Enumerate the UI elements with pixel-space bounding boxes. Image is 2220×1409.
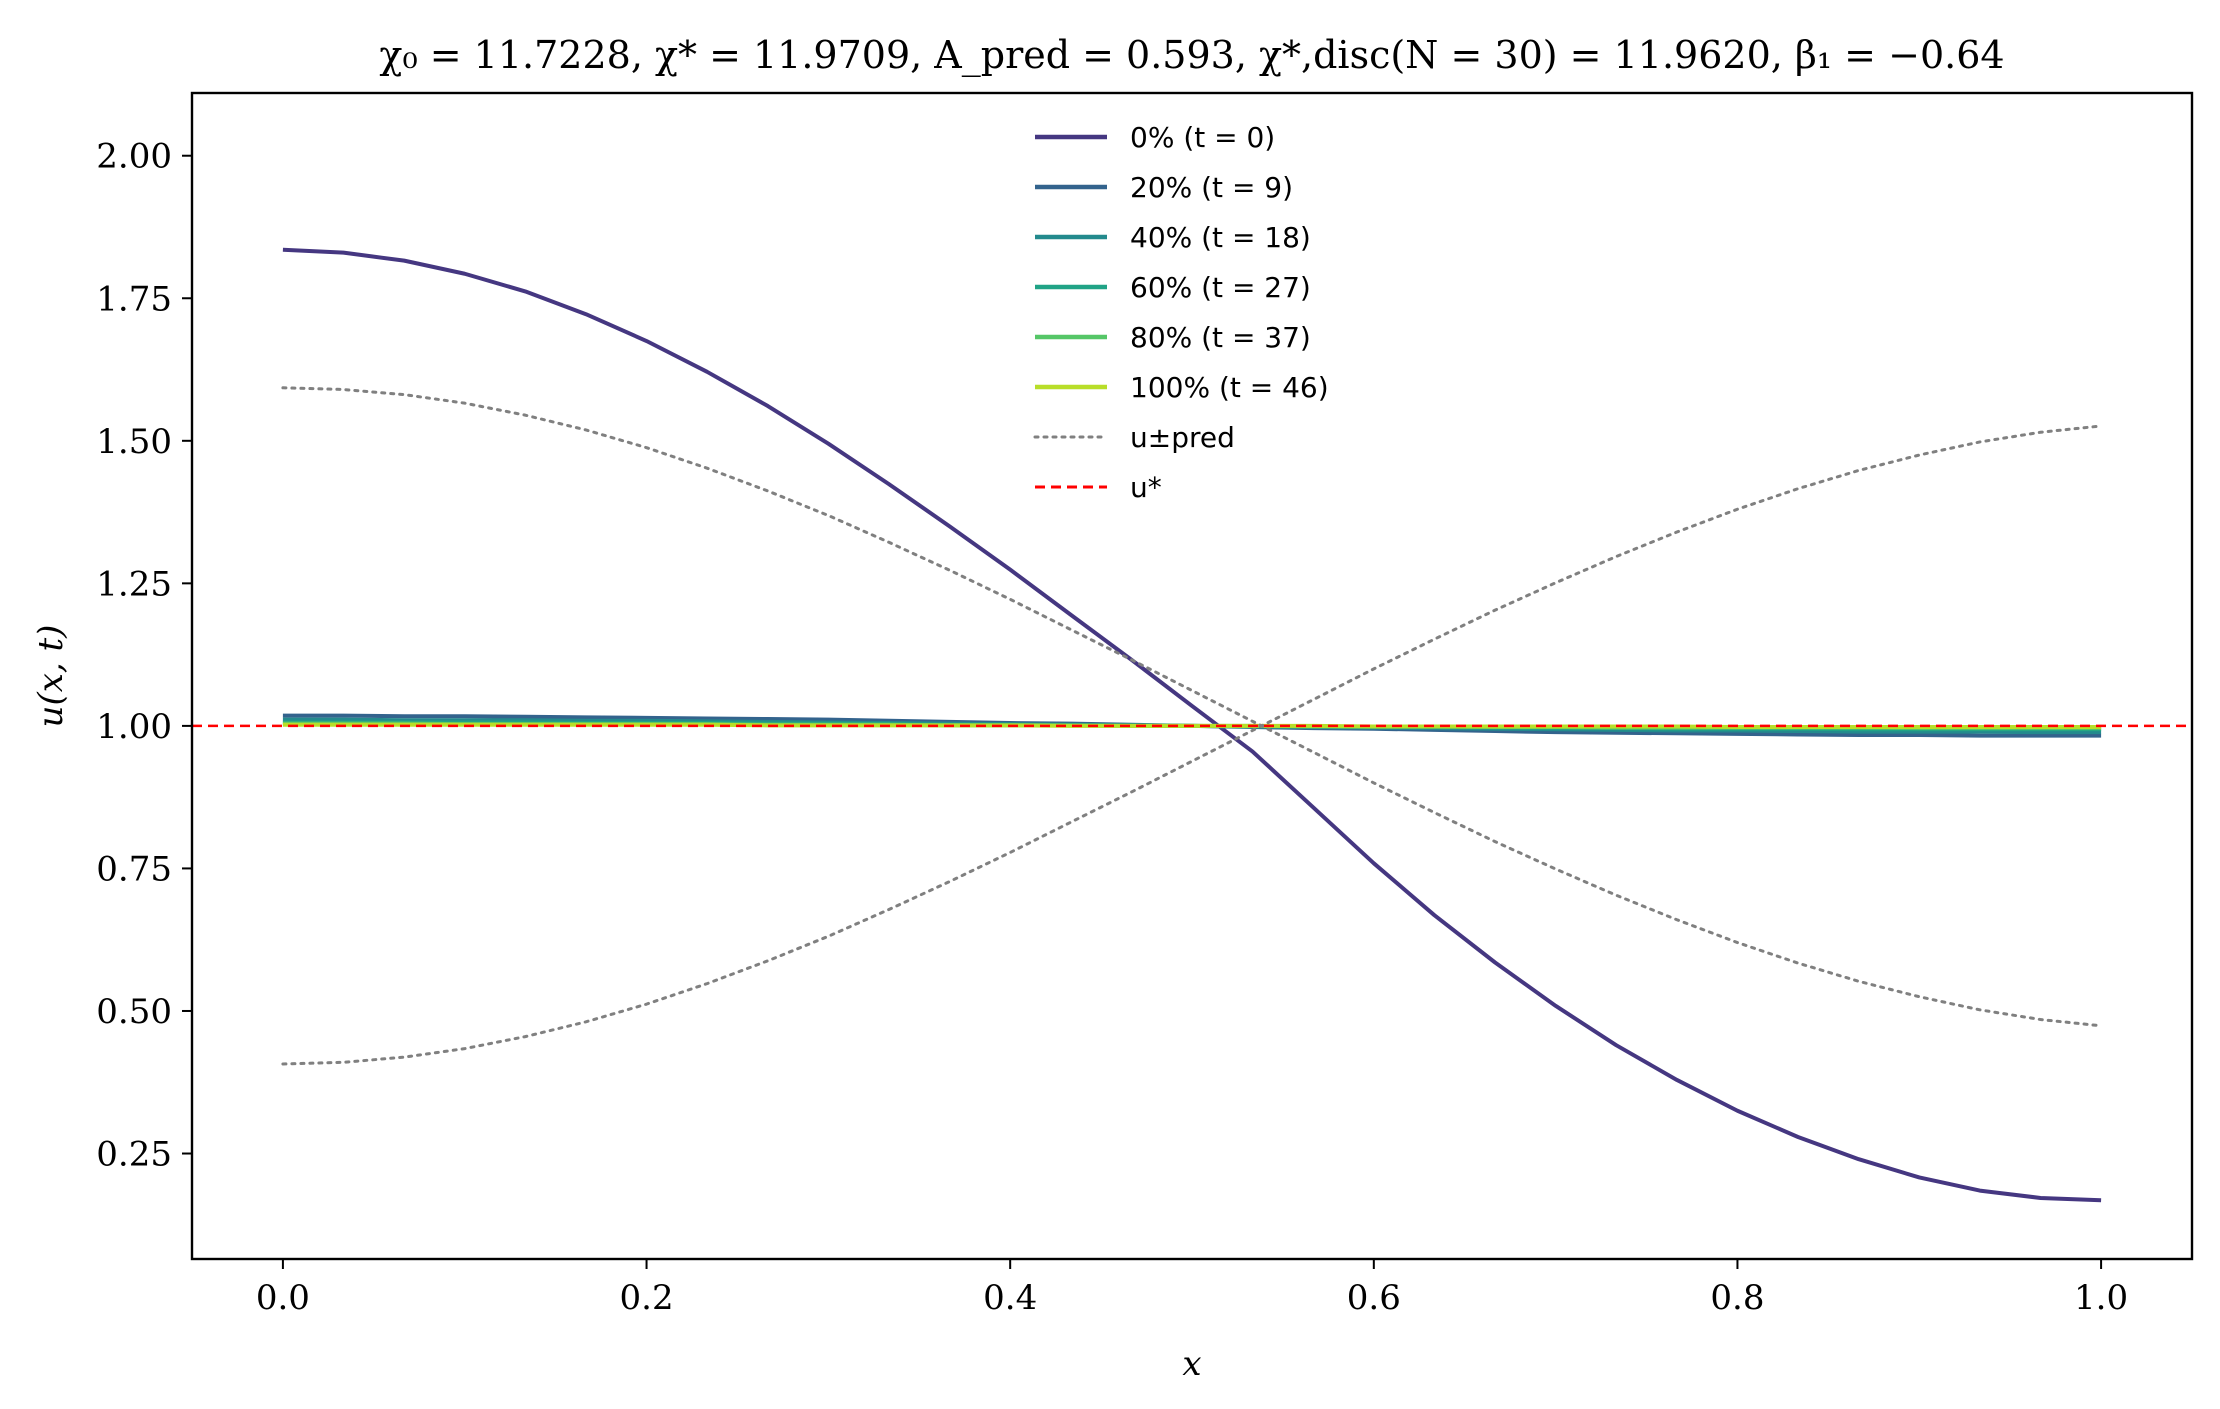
series-line-6-0 [281,386,2103,1028]
series-line-0 [282,247,2102,1203]
legend-label: 20% (t = 9) [1130,171,1293,204]
legend-item: 20% (t = 9) [1035,171,1293,204]
y-tick-label: 0.50 [96,992,172,1032]
y-tick-label: 2.00 [96,137,172,177]
legend-item: u±pred [1033,421,1235,454]
y-tick-label: 1.00 [96,707,172,747]
y-tick-label: 1.25 [96,564,172,604]
legend-label: 0% (t = 0) [1130,121,1275,154]
series-line-6-1 [281,424,2103,1066]
x-tick-label: 0.4 [983,1278,1037,1318]
y-tick-label: 0.75 [96,849,172,889]
legend-label: 100% (t = 46) [1130,371,1329,404]
legend: 0% (t = 0) 20% (t = 9) 40% (t = 18) 60% (t … [1033,121,1329,504]
x-axis-label: x [1182,1344,1201,1384]
x-tick-label: 0.2 [620,1278,674,1318]
legend-item: 0% (t = 0) [1035,121,1275,154]
legend-item: u* [1035,471,1162,504]
y-tick-label: 0.25 [96,1135,172,1175]
legend-label: 40% (t = 18) [1130,221,1311,254]
y-axis-label: u(x, t) [31,625,71,728]
plot-area: 0.0 0.2 0.4 0.6 0.8 1.0 0.25 0.50 0.75 1.00 1.25 1… [96,91,2194,1318]
x-tick-label: 0.0 [256,1278,310,1318]
x-axis-ticks: 0.0 0.2 0.4 0.6 0.8 1.0 [256,1259,2128,1318]
legend-label: u±pred [1130,421,1235,454]
legend-label: 80% (t = 37) [1130,321,1311,354]
x-tick-label: 0.8 [1710,1278,1764,1318]
y-axis-ticks: 0.25 0.50 0.75 1.00 1.25 1.50 1.75 2.00 [96,137,192,1175]
chart-title: χ₀ = 11.7228, χ* = 11.9709, A_pred = 0.5… [379,33,2004,78]
x-tick-label: 0.6 [1347,1278,1401,1318]
y-tick-label: 1.75 [96,279,172,319]
legend-item: 40% (t = 18) [1035,221,1311,254]
legend-label: 60% (t = 27) [1130,271,1311,304]
legend-item: 100% (t = 46) [1035,371,1329,404]
axes-frame [190,91,2194,1261]
legend-item: 60% (t = 27) [1035,271,1311,304]
legend-item: 80% (t = 37) [1035,321,1311,354]
x-tick-label: 1.0 [2074,1278,2128,1318]
y-tick-label: 1.50 [96,422,172,462]
legend-label: u* [1130,471,1162,504]
